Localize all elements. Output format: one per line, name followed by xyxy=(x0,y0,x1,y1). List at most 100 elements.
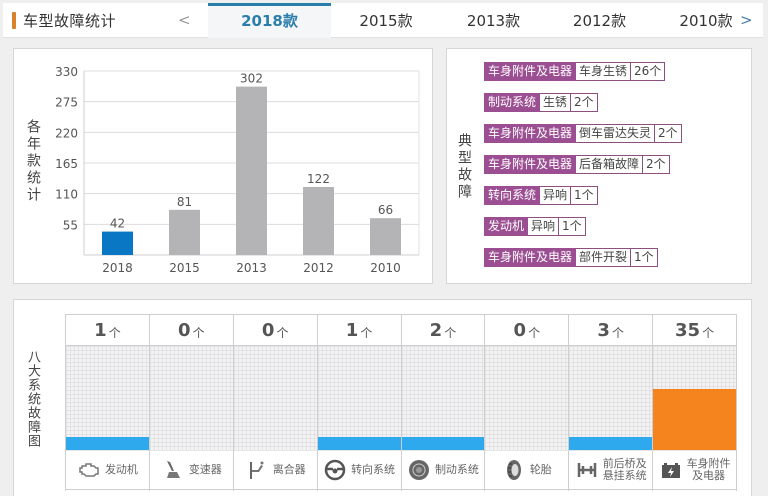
fault-count: 1个 xyxy=(570,186,598,205)
fault-description: 车身生锈 xyxy=(576,62,632,81)
fault-tag: 制动系统 生锈 2个 xyxy=(484,93,682,112)
system-label: 车身附件 及电器 xyxy=(653,450,736,490)
fault-count: 2个 xyxy=(654,124,682,143)
tab-2010[interactable]: 2010款 xyxy=(653,3,759,38)
bar-2010 xyxy=(370,218,401,255)
system-count-value: 35 xyxy=(675,319,701,341)
tab-label: 2013款 xyxy=(466,12,521,30)
system-name: 前后桥及 悬挂系统 xyxy=(603,458,647,482)
fault-system-tag: 转向系统 xyxy=(484,186,541,205)
system-name: 离合器 xyxy=(272,463,306,476)
system-count-unit: 个 xyxy=(444,325,457,340)
fault-count: 1个 xyxy=(558,217,586,236)
suspension-icon xyxy=(575,458,599,482)
system-bar-area xyxy=(401,346,485,450)
system-name: 发动机 xyxy=(104,463,138,476)
tab-2018[interactable]: 2018款 xyxy=(208,3,331,38)
gear-shifter-icon xyxy=(161,458,185,482)
title-accent-bar xyxy=(12,12,16,29)
brake-disc-icon xyxy=(407,458,431,482)
system-column: 2 个制动系统 xyxy=(401,314,486,491)
system-count-unit: 个 xyxy=(528,325,541,340)
system-bar-area xyxy=(66,346,149,450)
system-column: 0 个离合器 xyxy=(233,314,318,491)
system-name-line: 前后桥及 xyxy=(602,457,647,470)
fault-system-tag: 发动机 xyxy=(484,217,529,236)
fault-tag: 车身附件及电器 车身生锈 26个 xyxy=(484,62,682,81)
system-label: 轮胎 xyxy=(485,450,569,490)
model-year-tabbar: 车型故障统计 < 2018款 2015款 2013款 2012款 2010款 > xyxy=(3,3,763,38)
system-label: 变速器 xyxy=(149,450,233,490)
fault-system-tag: 车身附件及电器 xyxy=(484,124,577,143)
system-column: 35 个车身附件 及电器 xyxy=(653,314,737,491)
system-name: 转向系统 xyxy=(351,463,396,476)
chart-side-label: 各年款统计 xyxy=(25,119,41,204)
faults-side-label: 典型故障 xyxy=(456,133,472,201)
fault-description: 倒车雷达失灵 xyxy=(576,124,656,143)
system-bar-area xyxy=(317,346,401,450)
fault-count: 1个 xyxy=(630,248,658,267)
section-title: 车型故障统计 xyxy=(3,3,208,38)
system-bar-area xyxy=(485,346,569,450)
system-count-value: 2 xyxy=(429,319,443,341)
next-tab-arrow-icon[interactable]: > xyxy=(740,11,753,29)
data-label-2012: 122 xyxy=(307,172,330,186)
fault-tag: 车身附件及电器 部件开裂 1个 xyxy=(484,248,682,267)
tire-icon xyxy=(502,458,526,482)
system-bar xyxy=(66,437,149,450)
system-name: 制动系统 xyxy=(434,463,479,476)
fault-count: 2个 xyxy=(642,155,670,174)
system-count-unit: 个 xyxy=(108,325,121,340)
battery-icon xyxy=(659,458,683,482)
fault-count: 26个 xyxy=(630,62,666,81)
x-tick-label-2018: 2018 xyxy=(102,261,133,275)
typical-faults-panel: 典型故障 车身附件及电器 车身生锈 26个 制动系统 生锈 2个 车身附件及电器 倒车雷达失灵… xyxy=(446,48,752,284)
system-bar-area xyxy=(149,346,233,450)
fault-description: 异响 xyxy=(540,186,572,205)
steering-wheel-icon xyxy=(323,458,347,482)
system-name: 轮胎 xyxy=(529,463,552,476)
tab-label: 2012款 xyxy=(572,12,627,30)
system-name-line: 车身附件 xyxy=(686,457,731,470)
system-count-value: 0 xyxy=(178,319,191,341)
bar-2018 xyxy=(102,231,133,255)
system-name-line: 及电器 xyxy=(692,469,726,482)
tab-label: 2010款 xyxy=(679,12,733,30)
engine-icon xyxy=(77,458,101,482)
x-tick-label-2013: 2013 xyxy=(236,261,267,275)
system-label: 前后桥及 悬挂系统 xyxy=(569,450,653,490)
prev-tab-arrow-icon[interactable]: < xyxy=(178,11,191,29)
system-bar-area xyxy=(233,346,317,450)
systems-side-label: 八大系统故障图 xyxy=(25,350,40,448)
clutch-pedal-icon xyxy=(245,458,269,482)
eight-systems-panel: 八大系统故障图 1 个发动机 0 个变速器 0 个离合器 1 个转向系统 2 个制动系统 0 个轮胎 3… xyxy=(13,299,752,496)
system-count-value: 1 xyxy=(345,319,359,341)
bar-2012 xyxy=(303,186,334,255)
fault-tag: 发动机 异响 1个 xyxy=(484,217,682,236)
y-tick-label: 275 xyxy=(55,96,78,110)
yearly-stats-panel: 各年款统计 55 110 165 220 275 330 42 2018 81 2015 302 20… xyxy=(13,48,433,284)
fault-description: 部件开裂 xyxy=(576,248,632,267)
system-name: 变速器 xyxy=(188,463,222,476)
system-count-unit: 个 xyxy=(360,325,373,340)
fault-description: 生锈 xyxy=(540,93,572,112)
tab-2012[interactable]: 2012款 xyxy=(546,3,653,38)
tab-2015[interactable]: 2015款 xyxy=(331,3,441,38)
fault-tag-list: 车身附件及电器 车身生锈 26个 制动系统 生锈 2个 车身附件及电器 倒车雷达失灵 2个 车身附… xyxy=(484,62,682,279)
tab-2013[interactable]: 2013款 xyxy=(441,3,546,38)
system-column: 1 个转向系统 xyxy=(317,314,402,491)
system-count-value: 3 xyxy=(597,319,610,341)
data-label-2013: 302 xyxy=(240,72,263,86)
fault-tag: 车身附件及电器 倒车雷达失灵 2个 xyxy=(484,124,682,143)
tab-label: 2018款 xyxy=(241,12,298,30)
data-label-2010: 66 xyxy=(378,203,393,217)
data-label-2015: 81 xyxy=(177,195,192,209)
system-label: 发动机 xyxy=(66,450,149,490)
yearly-bar-chart: 55 110 165 220 275 330 42 2018 81 2015 302 2013 122 2… xyxy=(55,65,420,275)
system-name: 车身附件 及电器 xyxy=(687,458,731,482)
